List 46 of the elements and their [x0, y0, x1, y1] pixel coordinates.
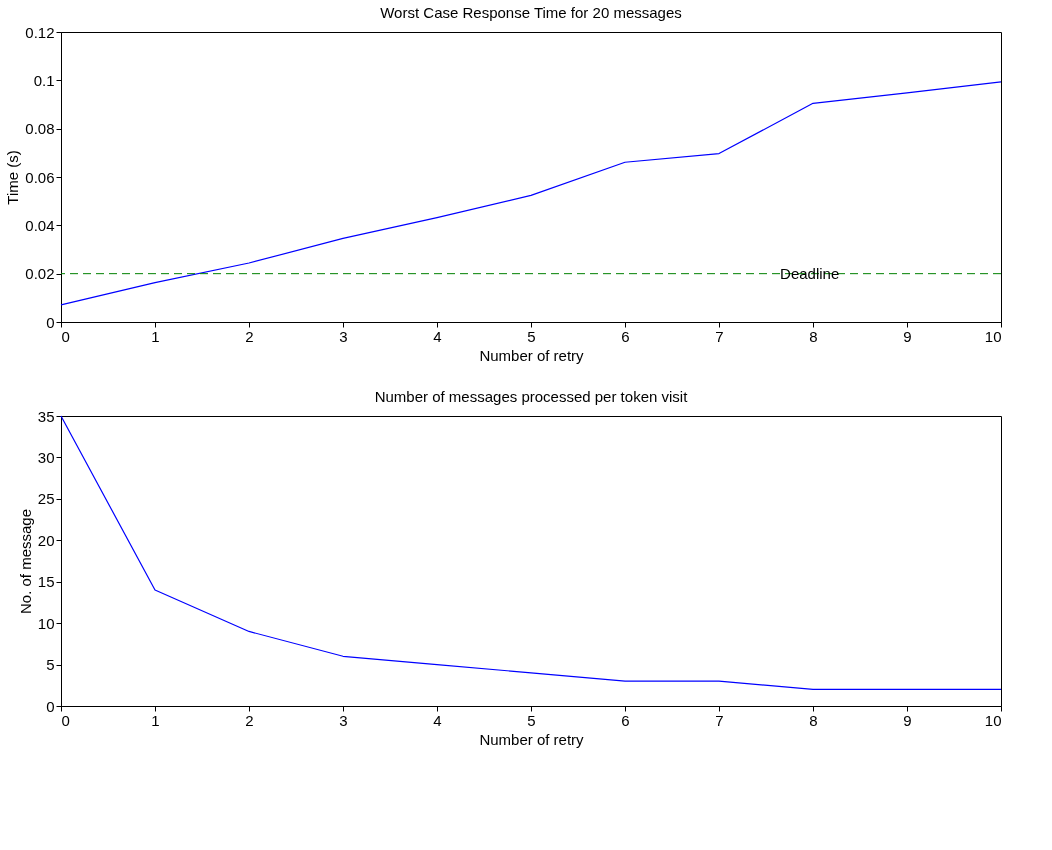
y-tick-label: 15	[37, 573, 55, 591]
x-tick-label: 4	[433, 327, 442, 345]
x-tick-label: 3	[339, 711, 348, 729]
y-axis-title: No. of message	[16, 508, 34, 615]
line-series	[60, 415, 1002, 691]
x-tick-label: 10	[984, 711, 1002, 729]
x-tick-label: 1	[151, 327, 160, 345]
x-tick-label: 7	[715, 327, 724, 345]
y-tick-label: 0.12	[25, 23, 55, 41]
x-tick-label: 3	[339, 327, 348, 345]
y-tick-label: 35	[37, 407, 55, 425]
x-tick-label: 4	[433, 711, 442, 729]
x-tick-label: 0	[61, 327, 70, 345]
x-tick-label: 9	[903, 711, 912, 729]
y-tick-label: 0.04	[25, 216, 55, 234]
chart-title: Worst Case Response Time for 20 messages	[380, 4, 682, 21]
x-tick-label: 6	[621, 711, 630, 729]
chart-title: Number of messages processed per token visit	[374, 388, 689, 405]
y-tick-label: 0.08	[25, 120, 55, 138]
y-tick-label: 30	[37, 448, 55, 466]
x-tick-label: 9	[903, 327, 912, 345]
x-tick-label: 5	[527, 711, 536, 729]
y-tick-label: 0.1	[33, 71, 55, 89]
x-tick-label: 6	[621, 327, 630, 345]
x-axis-title: Number of retry	[479, 730, 585, 748]
x-tick-label: 1	[151, 711, 160, 729]
y-tick-label: 0	[46, 313, 55, 331]
y-tick-label: 0.06	[25, 168, 55, 186]
y-tick-label: 0.02	[25, 265, 55, 283]
y-tick-label: 5	[46, 656, 55, 674]
x-axis-title: Number of retry	[479, 346, 585, 364]
x-tick-label: 2	[245, 327, 254, 345]
x-tick-label: 0	[61, 711, 70, 729]
y-tick-label: 10	[37, 614, 55, 632]
x-tick-label: 10	[984, 327, 1002, 345]
line-series	[60, 81, 1002, 306]
x-tick-label: 8	[809, 327, 818, 345]
ref-line-label: Deadline	[780, 264, 840, 282]
x-tick-label: 2	[245, 711, 254, 729]
y-tick-label: 25	[37, 490, 55, 508]
x-tick-label: 8	[809, 711, 818, 729]
x-tick-label: 7	[715, 711, 724, 729]
y-tick-label: 0	[46, 697, 55, 715]
y-tick-label: 20	[37, 531, 55, 549]
x-tick-label: 5	[527, 327, 536, 345]
y-axis-title: Time (s)	[4, 150, 22, 205]
